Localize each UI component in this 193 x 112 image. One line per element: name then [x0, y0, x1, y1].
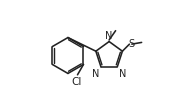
Text: N: N	[92, 69, 100, 78]
Text: Cl: Cl	[72, 76, 82, 86]
Text: S: S	[128, 39, 134, 49]
Text: N: N	[105, 31, 112, 41]
Text: N: N	[119, 69, 126, 78]
